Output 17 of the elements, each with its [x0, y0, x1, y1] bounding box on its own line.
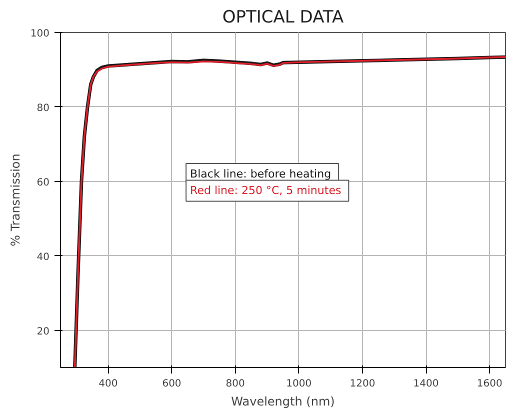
y-tick-label: 40 [36, 252, 50, 263]
y-tick-label: 60 [36, 177, 50, 188]
chart-title: OPTICAL DATA [222, 8, 344, 28]
x-axis-title: Wavelength (nm) [231, 394, 335, 408]
text: Red line: 250 °C, 5 minutes [190, 184, 342, 198]
x-tick-label: 1400 [413, 378, 439, 390]
x-tick-label: 600 [162, 378, 182, 390]
y-tick-label: 20 [36, 326, 50, 338]
x-tick-label: 1600 [476, 378, 502, 390]
y-tick-label: 80 [36, 102, 50, 114]
x-tick-label: 400 [98, 378, 118, 390]
x-tick-label: 1000 [286, 378, 312, 390]
x-tick-label: 1200 [350, 378, 376, 390]
y-tick-label: 100 [30, 28, 50, 40]
x-tick-label: 800 [226, 378, 245, 390]
y-axis-title: % Transmission [8, 154, 22, 246]
text: Black line: before heating [190, 167, 332, 180]
